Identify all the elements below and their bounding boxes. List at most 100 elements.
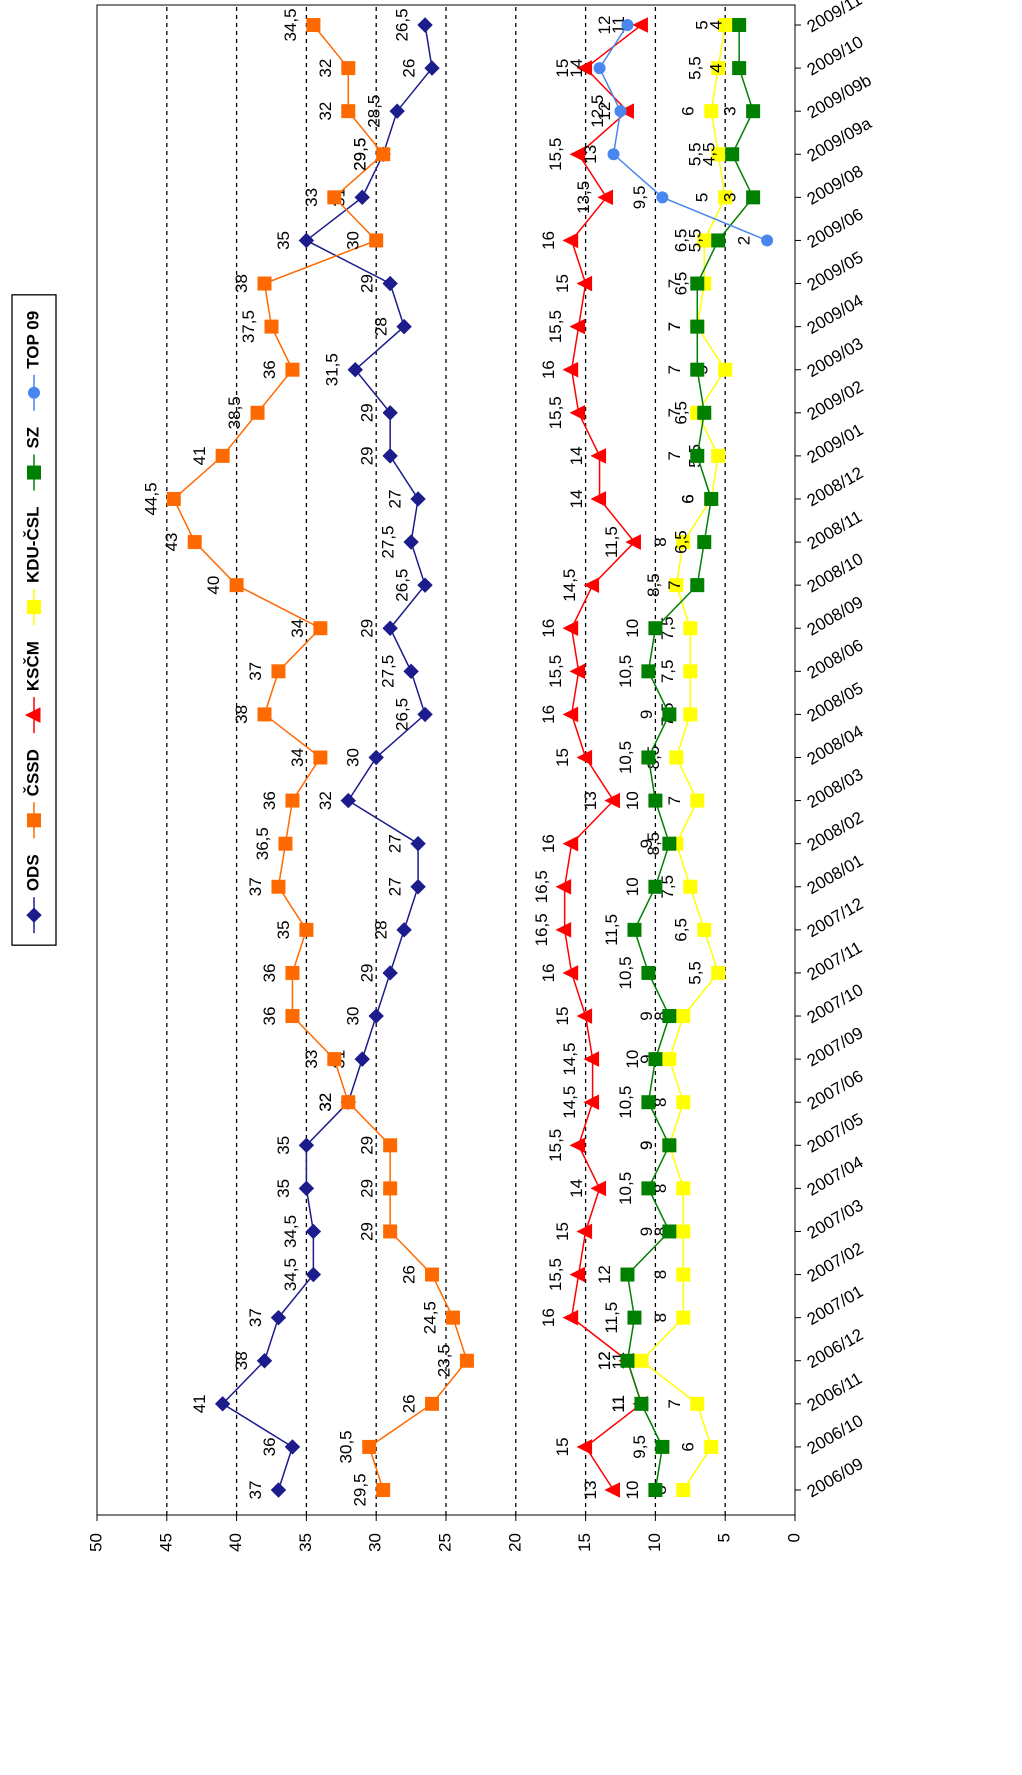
marker (569, 1266, 586, 1283)
data-label: 6 (679, 1442, 698, 1451)
marker (761, 234, 774, 247)
data-label: 40 (204, 576, 223, 595)
data-label: 26 (400, 1265, 419, 1284)
data-label: 27 (386, 877, 405, 896)
x-tick-label: 2009/10 (804, 32, 867, 79)
data-label: 16 (539, 360, 558, 379)
data-label: 35 (274, 1136, 293, 1155)
marker (555, 878, 572, 895)
marker (569, 318, 586, 335)
data-label: 15,5 (546, 310, 565, 343)
data-label: 8 (651, 537, 670, 546)
data-label: 9 (637, 1227, 656, 1236)
data-label: 36 (260, 791, 279, 810)
data-label: 5 (693, 20, 712, 29)
marker (305, 1223, 322, 1240)
data-label: 7,5 (658, 660, 677, 684)
data-label: 8 (651, 1184, 670, 1193)
marker (569, 663, 586, 680)
marker (669, 750, 684, 765)
data-label: 35 (274, 1179, 293, 1198)
data-label: 27 (386, 834, 405, 853)
y-tick-label: 0 (784, 1533, 803, 1542)
data-label: 41 (190, 446, 209, 465)
legend-marker (27, 465, 41, 480)
data-label: 7,5 (658, 616, 677, 640)
x-tick-label: 2009/05 (804, 248, 867, 295)
data-label: 12 (595, 1265, 614, 1284)
data-label: 14 (567, 446, 586, 465)
marker (711, 233, 726, 248)
marker (669, 578, 684, 593)
marker (711, 147, 726, 162)
data-label: 6 (679, 494, 698, 503)
marker (676, 535, 691, 550)
marker (341, 61, 356, 76)
marker (214, 1396, 231, 1412)
marker (382, 405, 398, 421)
marker (271, 664, 286, 679)
marker (697, 405, 712, 420)
data-label: 7 (665, 796, 684, 805)
marker (555, 922, 572, 938)
marker (607, 148, 620, 161)
data-label: 27,5 (379, 655, 398, 688)
data-label: 16,5 (532, 870, 551, 903)
x-tick-label: 2008/01 (804, 851, 867, 898)
data-label: 36 (260, 360, 279, 379)
data-label: 35 (274, 920, 293, 939)
marker (704, 1439, 719, 1454)
data-label: 8,5 (644, 832, 663, 856)
x-tick-label: 2006/11 (804, 1369, 866, 1416)
data-label: 7 (665, 408, 684, 417)
marker (662, 707, 677, 722)
marker (697, 535, 712, 550)
marker (732, 61, 747, 76)
x-tick-label: 2007/06 (804, 1066, 867, 1113)
y-tick-label: 5 (715, 1533, 734, 1542)
marker (676, 1181, 691, 1196)
x-tick-label: 2009/04 (804, 291, 867, 338)
data-label: 9 (637, 1141, 656, 1150)
marker (662, 1009, 677, 1024)
data-label: 10,5 (616, 655, 635, 688)
marker (704, 104, 719, 119)
data-label: 15 (553, 748, 572, 767)
marker (383, 1224, 398, 1239)
marker (270, 1309, 287, 1326)
marker (341, 1095, 356, 1110)
marker (576, 1223, 593, 1240)
legend-marker (27, 813, 41, 828)
marker (445, 1310, 460, 1325)
data-label: 15 (553, 59, 572, 78)
data-label: 38 (232, 274, 251, 293)
marker (417, 577, 433, 593)
data-label: 11,5 (602, 1302, 621, 1334)
marker (306, 18, 321, 32)
data-label: 29 (358, 403, 377, 422)
data-label: 11 (609, 1395, 628, 1413)
marker (256, 1353, 273, 1369)
data-label: 23,5 (434, 1344, 453, 1377)
marker (285, 1009, 300, 1024)
marker (641, 750, 656, 765)
data-label: 15,5 (546, 1129, 565, 1162)
data-label: 8,5 (644, 573, 663, 597)
marker (711, 448, 726, 463)
data-label: 24,5 (420, 1301, 439, 1334)
marker (562, 361, 579, 378)
marker (634, 1396, 649, 1411)
data-label: 37 (246, 877, 265, 896)
data-label: 16 (539, 231, 558, 250)
marker (347, 361, 363, 378)
data-label: 7 (665, 365, 684, 374)
marker (299, 922, 314, 937)
data-label: 13,5 (574, 181, 593, 214)
data-label: 6,5 (672, 401, 691, 425)
data-label: 36 (260, 1437, 279, 1456)
marker (562, 232, 579, 249)
data-label: 7 (665, 322, 684, 331)
data-label: 15 (553, 274, 572, 293)
marker (187, 535, 202, 550)
